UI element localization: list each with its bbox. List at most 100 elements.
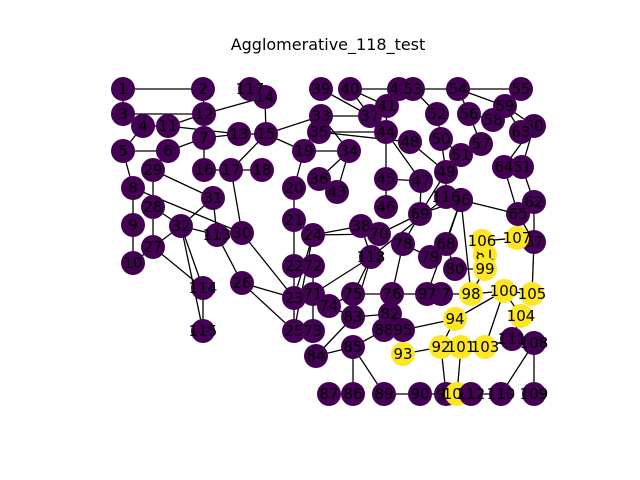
node-114: 114 <box>189 276 217 300</box>
node-50: 50 <box>429 127 453 151</box>
node-68: 68 <box>434 232 458 256</box>
node-label: 23 <box>284 289 303 307</box>
node-label: 61 <box>512 158 531 176</box>
node-circle <box>509 120 533 144</box>
node-label: 51 <box>451 146 470 164</box>
node-circle <box>375 94 399 118</box>
node-circle <box>131 114 155 138</box>
node-label: 45 <box>376 170 395 188</box>
node-100: 100 <box>490 279 519 303</box>
node-circle <box>282 208 306 232</box>
node-label: 90 <box>410 385 429 403</box>
node-63: 63 <box>509 120 533 144</box>
node-75: 75 <box>341 282 365 306</box>
node-circle <box>500 327 524 351</box>
node-circle <box>121 251 145 275</box>
node-107: 107 <box>503 226 531 250</box>
node-88: 88 <box>372 318 396 342</box>
node-circle <box>307 167 331 191</box>
node-105: 105 <box>518 282 546 306</box>
node-circle <box>509 304 533 328</box>
node-43: 43 <box>325 180 349 204</box>
node-label: 27 <box>143 238 162 256</box>
node-circle <box>415 282 439 306</box>
node-label: 97 <box>417 285 436 303</box>
node-87: 87 <box>317 382 341 406</box>
node-26: 26 <box>230 271 254 295</box>
node-27: 27 <box>141 235 165 259</box>
node-108: 108 <box>520 331 548 355</box>
node-label: 98 <box>461 285 480 303</box>
node-circle <box>506 202 530 226</box>
node-circle <box>282 176 306 200</box>
node-circle <box>408 382 432 406</box>
node-label: 44 <box>376 123 395 141</box>
node-70: 70 <box>367 222 391 246</box>
node-label: 72 <box>303 257 322 275</box>
node-circle <box>459 382 483 406</box>
node-label: 62 <box>524 193 543 211</box>
node-label: 100 <box>490 282 519 300</box>
node-circle <box>111 139 135 163</box>
node-label: 53 <box>403 80 422 98</box>
node-28: 28 <box>141 195 165 219</box>
node-label: 39 <box>311 80 330 98</box>
node-circle <box>509 77 533 101</box>
node-32: 32 <box>169 214 193 238</box>
node-label: 103 <box>471 338 500 356</box>
node-circle <box>191 276 215 300</box>
node-label: 57 <box>471 135 490 153</box>
node-circle <box>401 77 425 101</box>
node-circle <box>446 77 470 101</box>
node-circle <box>391 318 415 342</box>
node-circle <box>282 319 306 343</box>
node-circle <box>191 319 215 343</box>
node-label: 55 <box>511 80 530 98</box>
node-5: 5 <box>111 139 135 163</box>
node-circle <box>192 126 216 150</box>
node-circle <box>341 305 365 329</box>
node-label: 36 <box>309 170 328 188</box>
node-51: 51 <box>449 143 473 167</box>
node-label: 19 <box>294 142 313 160</box>
node-circle <box>493 94 517 118</box>
node-circle <box>443 257 467 281</box>
node-label: 15 <box>256 125 275 143</box>
node-label: 4 <box>138 117 148 135</box>
node-label: 9 <box>128 216 138 234</box>
node-label: 35 <box>309 123 328 141</box>
node-85: 85 <box>341 335 365 359</box>
node-label: 18 <box>252 161 271 179</box>
node-circle <box>325 180 349 204</box>
node-circle <box>141 235 165 259</box>
node-circle <box>418 245 442 269</box>
node-circle <box>156 139 180 163</box>
node-52: 52 <box>425 102 449 126</box>
node-circle <box>282 254 306 278</box>
node-circle <box>121 176 145 200</box>
node-label: 67 <box>524 233 543 251</box>
node-circle <box>250 158 274 182</box>
node-1: 1 <box>111 77 135 101</box>
node-24: 24 <box>301 223 325 247</box>
node-label: 99 <box>475 260 494 278</box>
node-47: 47 <box>409 169 433 193</box>
node-label: 89 <box>374 385 393 403</box>
node-110: 110 <box>487 382 515 406</box>
node-label: 117 <box>236 80 265 98</box>
node-53: 53 <box>401 77 425 101</box>
node-20: 20 <box>282 176 306 200</box>
node-118: 118 <box>357 245 385 269</box>
node-73: 73 <box>301 319 325 343</box>
node-circle <box>338 77 362 101</box>
node-circle <box>459 282 483 306</box>
node-circle <box>309 77 333 101</box>
node-label: 106 <box>468 232 497 250</box>
node-106: 106 <box>468 229 497 253</box>
node-label: 29 <box>143 161 162 179</box>
node-circle <box>205 223 229 247</box>
node-111: 111 <box>498 327 526 351</box>
node-circle <box>238 77 262 101</box>
node-label: 24 <box>303 226 322 244</box>
